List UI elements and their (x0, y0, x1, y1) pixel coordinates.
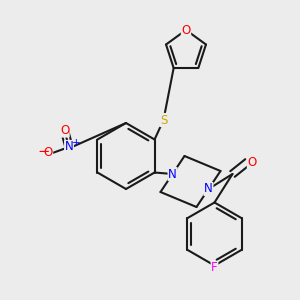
Text: +: + (72, 137, 81, 148)
Text: N: N (204, 182, 213, 196)
Text: O: O (182, 23, 190, 37)
Text: F: F (211, 261, 218, 274)
Text: O: O (60, 124, 69, 137)
Text: S: S (160, 113, 167, 127)
Text: O: O (248, 155, 256, 169)
Text: −: − (38, 144, 50, 159)
Text: N: N (168, 167, 177, 181)
Text: O: O (44, 146, 52, 160)
Text: N: N (64, 140, 74, 154)
